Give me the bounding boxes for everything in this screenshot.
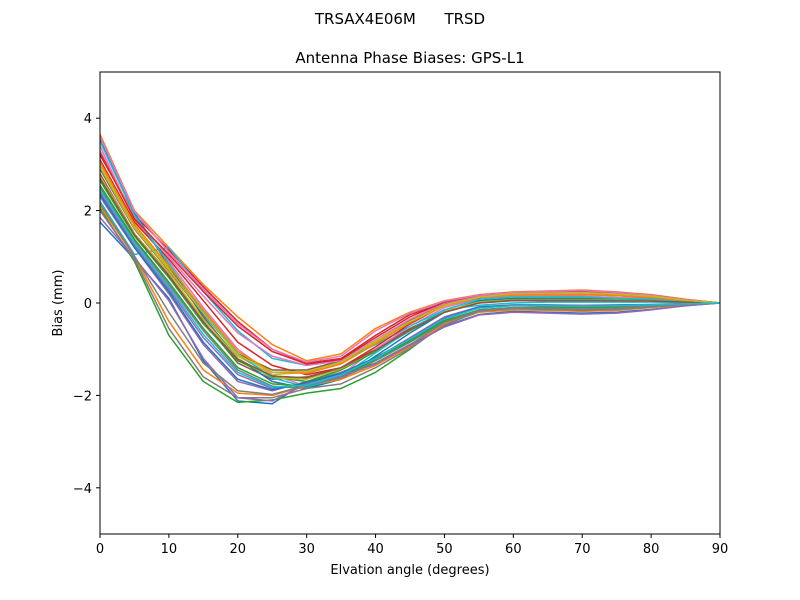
series-line-22	[100, 161, 720, 374]
y-axis-ticks: −4 −2 0 2 4	[73, 112, 100, 497]
y-tick-label: −2	[73, 389, 92, 404]
x-tick-label: 30	[298, 542, 315, 557]
y-tick-label: −4	[73, 482, 92, 497]
series-line-23	[100, 184, 720, 387]
x-tick-label: 40	[367, 542, 384, 557]
x-axis-ticks: 0 10 20 30 40 50 60 70 80 90	[96, 534, 728, 557]
series-line-25	[100, 217, 720, 402]
x-tick-label: 50	[436, 542, 453, 557]
y-axis-label: Bias (mm)	[51, 270, 66, 337]
x-tick-label: 70	[574, 542, 591, 557]
chart-suptitle: TRSAX4E06M TRSD	[314, 10, 485, 28]
x-tick-label: 20	[230, 542, 247, 557]
x-tick-label: 90	[712, 542, 729, 557]
series-line-28	[100, 203, 720, 396]
series-line-29	[100, 166, 720, 374]
x-tick-label: 80	[643, 542, 660, 557]
x-tick-label: 0	[96, 542, 104, 557]
y-tick-label: 2	[84, 205, 92, 220]
x-axis-label: Elvation angle (degrees)	[330, 563, 489, 578]
series-line-30	[100, 189, 720, 388]
x-tick-label: 10	[161, 542, 178, 557]
series-line-17	[100, 150, 720, 367]
chart-title: Antenna Phase Biases: GPS-L1	[295, 49, 524, 67]
x-tick-label: 60	[505, 542, 522, 557]
plot-area	[100, 72, 720, 534]
y-tick-label: 0	[84, 297, 92, 312]
series-line-18	[100, 210, 720, 399]
series-line-27	[100, 136, 720, 363]
series-line-12	[100, 205, 720, 397]
series-line-26	[100, 177, 720, 379]
series-layer	[100, 134, 720, 405]
y-tick-label: 4	[84, 112, 92, 127]
